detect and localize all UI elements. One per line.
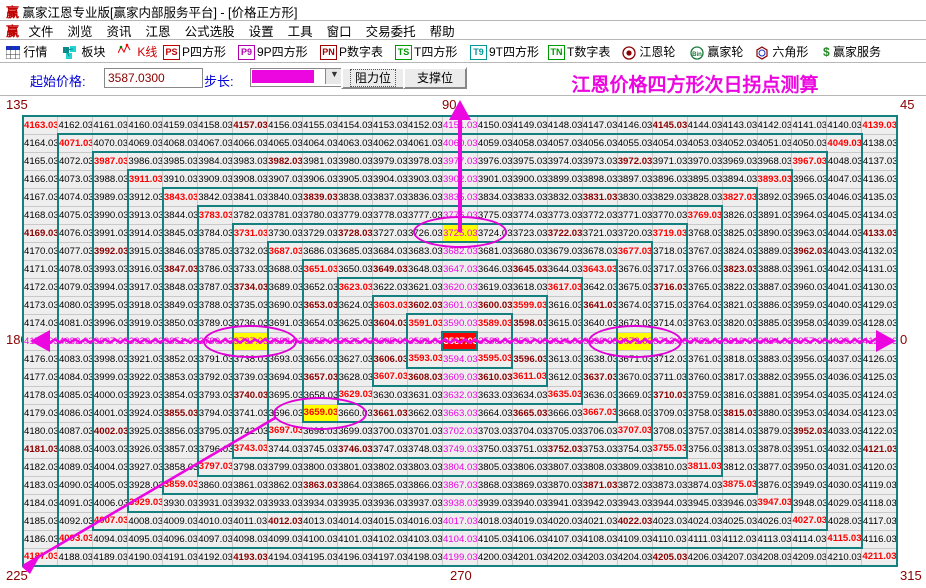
svg-text:Bin: Bin: [692, 52, 702, 58]
